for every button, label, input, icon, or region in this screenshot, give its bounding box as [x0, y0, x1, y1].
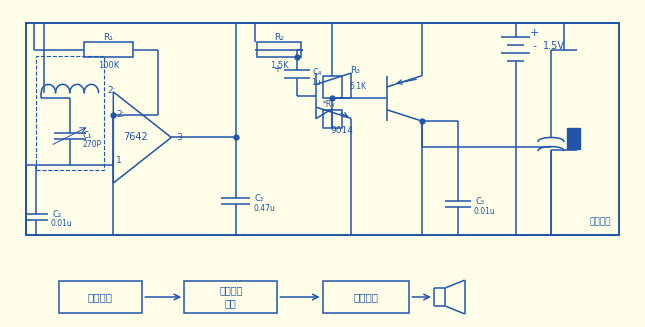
Text: 2:: 2: [117, 110, 125, 118]
Bar [257, 43, 301, 57]
Bar [26, 24, 619, 235]
Text: 调谐回路: 调谐回路 [88, 292, 113, 302]
Text: C₂: C₂ [52, 211, 61, 219]
Text: *R₄: *R₄ [322, 100, 335, 109]
Text: 5.1K: 5.1K [349, 82, 366, 92]
Text: 270P: 270P [83, 140, 102, 149]
Text: 1.5V: 1.5V [543, 41, 565, 51]
Text: 0.01u: 0.01u [50, 219, 72, 228]
Bar [322, 281, 410, 313]
Text: 耳机插孔: 耳机插孔 [590, 217, 611, 227]
Text: R₃: R₃ [350, 66, 360, 75]
Text: 9014: 9014 [330, 127, 353, 135]
Text: 低频放大: 低频放大 [353, 292, 379, 302]
Text: 1u: 1u [312, 77, 321, 87]
Text: -: - [533, 41, 537, 51]
Text: C₄: C₄ [313, 68, 322, 77]
Bar [36, 56, 104, 170]
Text: C₁: C₁ [83, 131, 92, 140]
Text: 高频放大: 高频放大 [219, 285, 243, 295]
Bar [322, 76, 342, 98]
Text: 0.47u: 0.47u [253, 204, 275, 213]
Text: C₃: C₃ [255, 194, 264, 203]
Text: 检波: 检波 [225, 298, 237, 308]
Text: +: + [530, 28, 540, 38]
Text: 2:: 2: [107, 86, 115, 95]
Text: +: + [273, 64, 281, 74]
Bar [184, 281, 277, 313]
Text: 1: 1 [115, 156, 121, 165]
Bar [84, 43, 133, 57]
Text: 1.5K: 1.5K [270, 61, 288, 70]
Text: 3: 3 [176, 133, 182, 142]
Bar [322, 110, 342, 128]
Text: 0.01u: 0.01u [473, 207, 495, 216]
Polygon shape [567, 128, 580, 149]
Bar [59, 281, 143, 313]
Text: 100K: 100K [98, 61, 119, 70]
Text: R₁: R₁ [104, 33, 114, 42]
Text: 7642: 7642 [123, 132, 148, 143]
Text: C₅: C₅ [475, 198, 485, 206]
Text: R₂: R₂ [274, 33, 284, 42]
